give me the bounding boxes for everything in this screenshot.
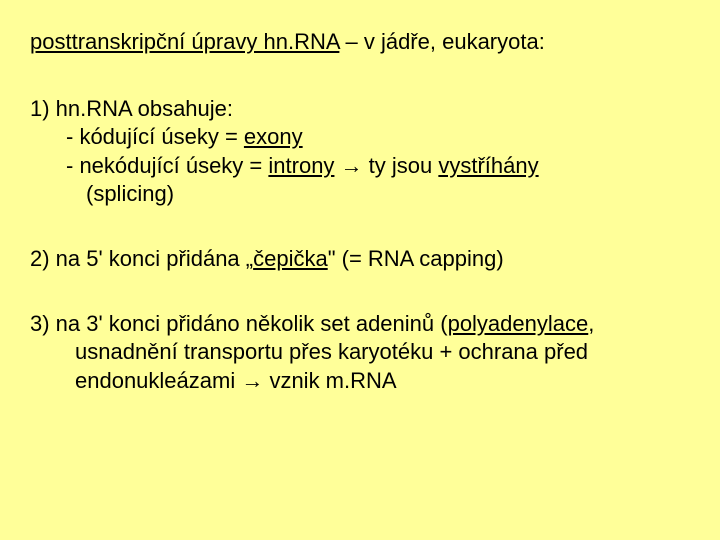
- underline-polyadenylace: polyadenylace: [448, 311, 589, 336]
- text: - kódující úseky =: [66, 124, 244, 149]
- section-1-bullet-2-tail: (splicing): [30, 180, 680, 209]
- section-1: 1) hn.RNA obsahuje: - kódující úseky = e…: [30, 95, 680, 209]
- underline-introny: introny: [268, 153, 334, 178]
- text: → ty jsou: [334, 153, 438, 178]
- underline-vystrihany: vystříhány: [438, 153, 538, 178]
- title-underlined: posttranskripční úpravy hn.RNA: [30, 29, 339, 54]
- text: " (= RNA capping): [328, 246, 504, 271]
- section-3-line: 3) na 3' konci přidáno několik set adeni…: [30, 310, 680, 396]
- section-1-bullet-2: - nekódující úseky = introny → ty jsou v…: [30, 152, 680, 181]
- section-1-bullet-1: - kódující úseky = exony: [30, 123, 680, 152]
- section-1-head: 1) hn.RNA obsahuje:: [30, 95, 680, 124]
- text: 2) na 5' konci přidána „: [30, 246, 253, 271]
- section-2: 2) na 5' konci přidána „čepička" (= RNA …: [30, 245, 680, 274]
- slide-title: posttranskripční úpravy hn.RNA – v jádře…: [30, 28, 680, 57]
- underline-cepicka: čepička: [253, 246, 328, 271]
- underline-exony: exony: [244, 124, 303, 149]
- text: 3) na 3' konci přidáno několik set adeni…: [30, 311, 448, 336]
- text: - nekódující úseky =: [66, 153, 268, 178]
- section-2-line: 2) na 5' konci přidána „čepička" (= RNA …: [30, 245, 680, 274]
- section-3: 3) na 3' konci přidáno několik set adeni…: [30, 310, 680, 396]
- title-rest: – v jádře, eukaryota:: [339, 29, 544, 54]
